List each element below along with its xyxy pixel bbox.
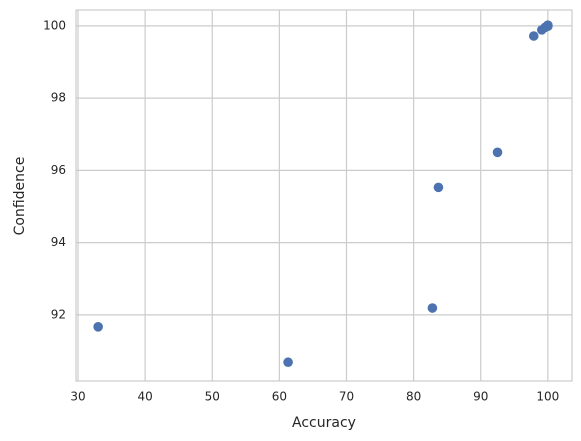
x-tick-label: 50 xyxy=(205,390,220,404)
point xyxy=(528,31,539,41)
y-tick-label: 100 xyxy=(43,18,66,32)
point xyxy=(543,20,553,30)
y-tick-label: 94 xyxy=(51,235,66,249)
point xyxy=(283,357,293,368)
x-tick-label: 70 xyxy=(339,390,354,404)
y-tick-label: 92 xyxy=(51,307,66,321)
y-tick-label: 98 xyxy=(51,91,66,105)
y-tick-label: 96 xyxy=(51,163,66,177)
plot-frame xyxy=(75,9,573,382)
x-tick-label: 60 xyxy=(272,390,287,404)
x-tick-label: 80 xyxy=(406,390,421,404)
x-axis-label: Accuracy xyxy=(292,415,356,431)
point xyxy=(492,147,503,158)
y-axis-label: Confidence xyxy=(12,157,28,236)
x-tick-label: 30 xyxy=(70,390,85,404)
point xyxy=(427,303,438,313)
x-tick-label: 100 xyxy=(536,390,559,404)
point xyxy=(433,182,444,193)
x-tick-label: 40 xyxy=(137,390,152,404)
x-tick-label: 90 xyxy=(473,390,488,404)
point xyxy=(93,322,103,332)
